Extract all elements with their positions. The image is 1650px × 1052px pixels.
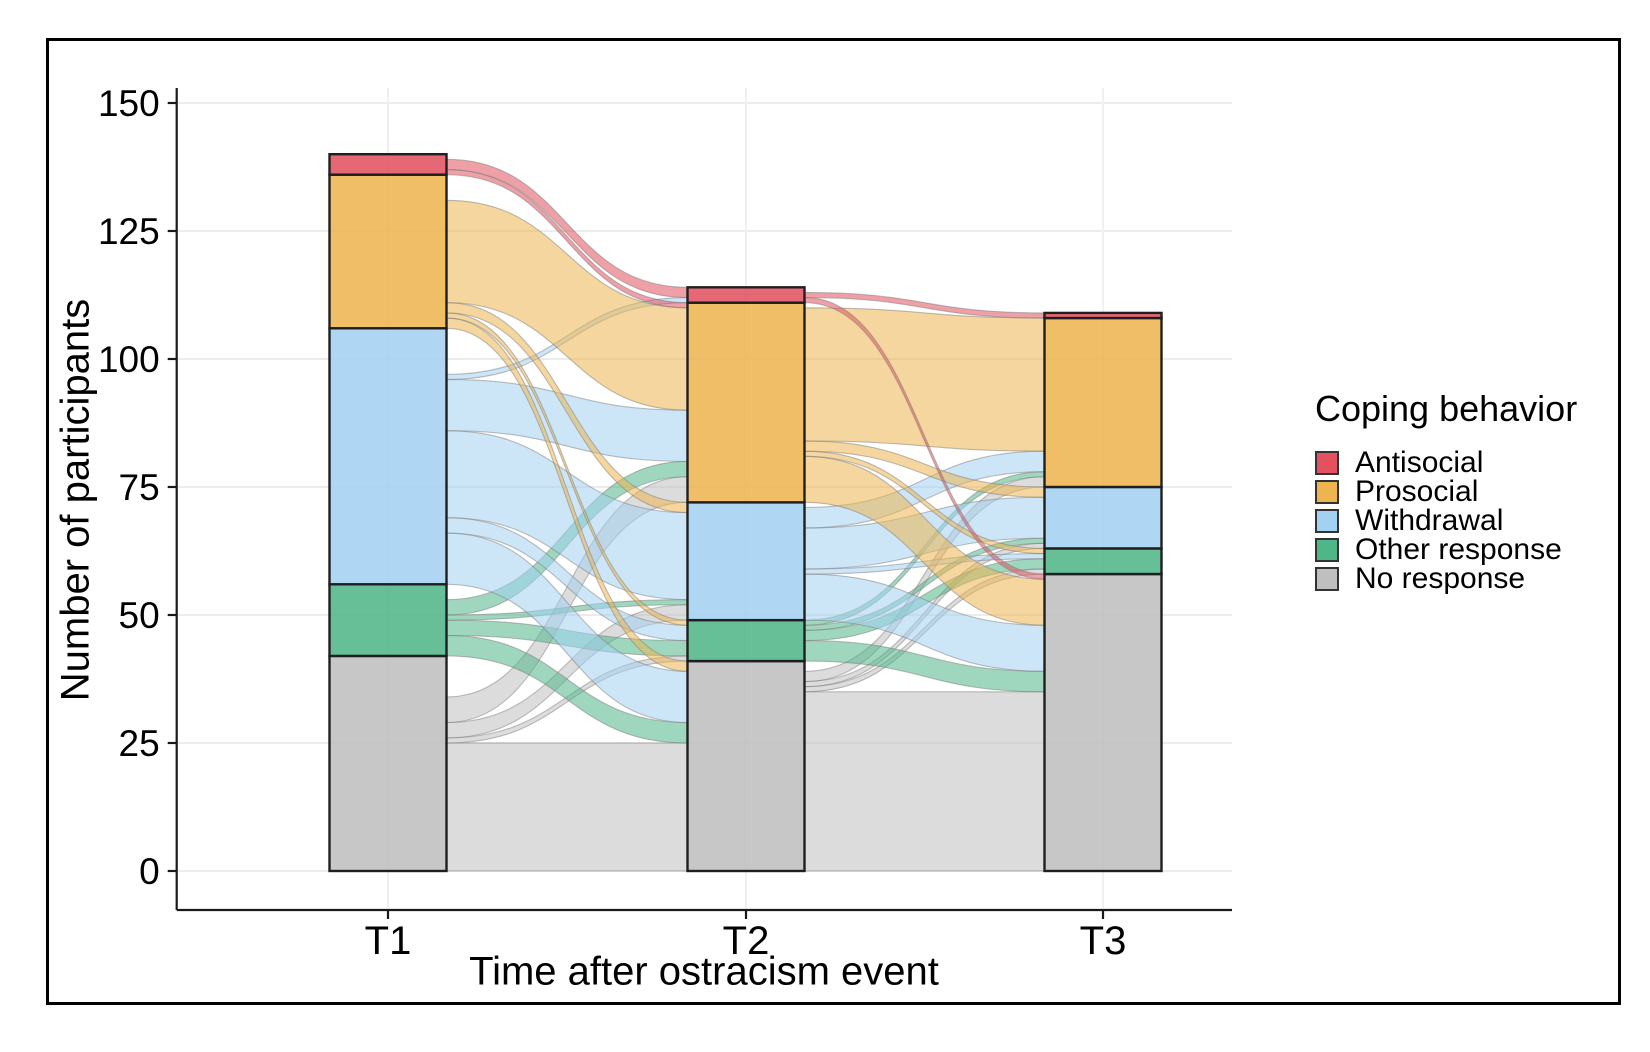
y-axis-title: Number of participants xyxy=(53,298,98,702)
bar-segment xyxy=(1043,316,1163,489)
legend-item-no-response: No response xyxy=(1315,561,1577,595)
bar-segment xyxy=(328,583,448,658)
legend-item-prosocial: Prosocial xyxy=(1315,474,1577,508)
bar-segment xyxy=(1043,547,1163,576)
bar-segment xyxy=(686,659,806,873)
x-tick-label: T3 xyxy=(1080,919,1127,963)
legend: Coping behavior Antisocial Prosocial Wit… xyxy=(1315,388,1578,595)
x-tick-label: T1 xyxy=(365,919,412,963)
legend-label: No response xyxy=(1355,561,1526,595)
x-axis-title: Time after ostracism event xyxy=(469,949,939,994)
legend-label: Prosocial xyxy=(1355,474,1479,508)
legend-label: Withdrawal xyxy=(1355,503,1504,537)
withdrawal-swatch-icon xyxy=(1315,508,1339,533)
y-tick-label: 25 xyxy=(119,723,160,764)
flow-ribbon xyxy=(445,742,689,872)
y-tick-label: 0 xyxy=(139,851,160,892)
flow-ribbon xyxy=(803,691,1046,872)
legend-item-withdrawal: Withdrawal xyxy=(1315,503,1577,537)
prosocial-swatch-icon xyxy=(1315,479,1339,504)
bar-segment xyxy=(686,301,806,504)
x-tick-label: T2 xyxy=(723,919,770,963)
y-tick-label: 125 xyxy=(98,211,160,252)
bar-segment xyxy=(328,327,448,586)
bar-segment xyxy=(686,286,806,304)
bar-segment xyxy=(686,501,806,622)
other-response-swatch-icon xyxy=(1315,537,1339,562)
legend-label: Antisocial xyxy=(1355,445,1484,479)
legend-label: Other response xyxy=(1355,532,1562,566)
bar-segment xyxy=(328,173,448,330)
y-tick-label: 75 xyxy=(119,467,160,508)
y-tick-label: 50 xyxy=(119,595,160,636)
legend-title: Coping behavior xyxy=(1315,388,1578,429)
bar-segment xyxy=(686,618,806,663)
no-response-swatch-icon xyxy=(1315,566,1339,591)
antisocial-swatch-icon xyxy=(1315,450,1339,475)
y-tick-label: 150 xyxy=(98,83,160,124)
bar-segment xyxy=(1043,572,1163,873)
bar-segment xyxy=(328,654,448,873)
legend-item-other-response: Other response xyxy=(1315,532,1577,566)
flow-ribbon xyxy=(803,307,1046,452)
bar-segment xyxy=(1043,311,1163,320)
legend-item-antisocial: Antisocial xyxy=(1315,445,1577,479)
y-tick-label: 100 xyxy=(98,339,160,380)
bar-segment xyxy=(328,152,448,176)
bar-segment xyxy=(1043,485,1163,550)
